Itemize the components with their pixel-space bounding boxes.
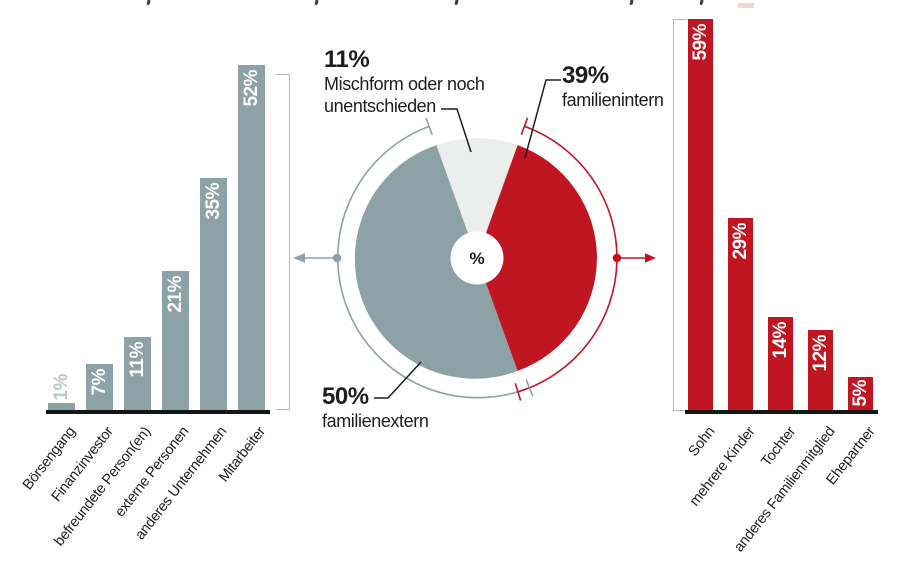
bar-value-label: 7% [88, 368, 110, 396]
annotation-pct: 50% [322, 383, 369, 410]
bar-mitarbeiter: 52% [238, 65, 265, 410]
bar-value-label: 5% [849, 379, 871, 407]
annotation-text: familienextern [322, 411, 429, 432]
bar-value-label: 14% [769, 322, 791, 359]
red-arc-end-tick [520, 117, 529, 135]
gray-arc-end-tick [425, 117, 433, 136]
red-arc-end-tick [514, 383, 522, 401]
pie-slice-familienextern [354, 145, 518, 379]
bar-anderes-familienmitglied: 12% [808, 330, 833, 410]
bar-value-label: 29% [729, 222, 751, 260]
descender-mark [314, 0, 319, 6]
left-x-axis [46, 410, 270, 414]
leader-familienextern [374, 361, 422, 399]
pie-center-percent: % [469, 249, 484, 268]
pie-slice-mischform [436, 138, 518, 258]
gray-arc-end-tick [525, 379, 534, 397]
pie-center-hole [450, 231, 504, 285]
right-x-axis [685, 410, 878, 414]
leader-mischform [441, 108, 472, 153]
bar-value-label: 35% [202, 183, 224, 220]
annotation-familienextern: 50% familienextern [322, 383, 429, 433]
bar-anderes-unternehmen: 35% [200, 178, 227, 410]
bar-value-label: 12% [809, 335, 831, 372]
annotation-pct: 11% [324, 46, 370, 73]
bar-value-label: 11% [126, 342, 148, 378]
bar-value-label: 52% [240, 70, 262, 107]
descender-mark [454, 0, 459, 6]
right-range-bracket [673, 19, 687, 411]
leader-familienintern [524, 79, 561, 159]
annotation-mischform: 11% Mischform oder noch unentschieden [324, 46, 485, 117]
annotation-text: Mischform oder noch [324, 74, 485, 95]
annotation-text: familienintern [562, 90, 664, 111]
gray-outer-arc [337, 125, 530, 399]
annotation-pct: 39% [562, 62, 609, 89]
bar-value-label: 59% [689, 23, 711, 61]
descender-mark [699, 0, 704, 6]
annotation-text: unentschieden [324, 95, 436, 116]
pie-slice-familienintern [477, 145, 597, 371]
bar-boersengang: 1% [48, 374, 75, 410]
bar-finanzinvestor: 7% [86, 363, 113, 410]
category-text: Tochter [758, 424, 799, 470]
descender-mark-red [738, 3, 754, 8]
descender-mark [146, 0, 151, 6]
bar-value-label: 21% [164, 275, 186, 313]
left-range-bracket [276, 74, 290, 410]
left-arrow-icon [293, 253, 305, 263]
right-arrow-icon [645, 253, 656, 263]
pie-chart: % [293, 79, 656, 401]
bar-mehrere-kinder: 29% [728, 217, 753, 410]
bar-befreundete-personen: 11% [124, 337, 151, 410]
descender-mark [629, 0, 634, 6]
bar-externe-personen: 21% [162, 270, 189, 410]
bar-tochter: 14% [768, 317, 793, 410]
category-text: Sohn [685, 424, 719, 460]
bar-value-label: 1% [50, 373, 72, 401]
annotation-familienintern: 39% familienintern [562, 62, 664, 112]
bar-sohn: 59% [688, 18, 713, 410]
bar-ehepartner: 5% [848, 376, 873, 410]
